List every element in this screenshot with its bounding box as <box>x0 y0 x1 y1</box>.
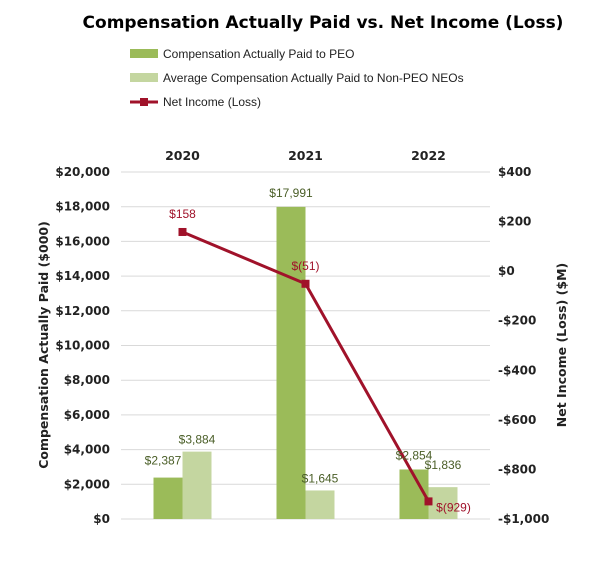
y2-tick-label: -$400 <box>498 363 536 377</box>
net-income-marker <box>178 227 187 236</box>
legend-swatch-peo <box>130 49 158 58</box>
y-tick-label: $18,000 <box>55 200 110 214</box>
legend-label-net-income: Net Income (Loss) <box>163 95 261 109</box>
legend-label-neo: Average Compensation Actually Paid to No… <box>163 71 464 85</box>
net-income-marker <box>424 497 433 506</box>
legend-swatch-neo <box>130 73 158 82</box>
y-tick-label: $4,000 <box>64 443 110 457</box>
net-income-marker <box>301 279 310 288</box>
data-label-neo: $1,836 <box>425 458 462 472</box>
y-tick-label: $10,000 <box>55 339 110 353</box>
y2-axis-label: Net Income (Loss) ($M) <box>554 263 569 427</box>
y-tick-label: $0 <box>93 512 110 526</box>
legend: Compensation Actually Paid to PEO Averag… <box>130 47 464 109</box>
y2-tick-label: $200 <box>498 215 531 229</box>
data-label-peo: $2,387 <box>145 454 182 468</box>
chart-title: Compensation Actually Paid vs. Net Incom… <box>83 13 564 33</box>
data-label-neo: $3,884 <box>179 433 216 447</box>
y2-tick-label: $400 <box>498 165 531 179</box>
data-label-peo: $2,854 <box>396 448 433 462</box>
y-tick-label: $12,000 <box>55 304 110 318</box>
y-tick-label: $6,000 <box>64 408 110 422</box>
y2-tick-label: -$1,000 <box>498 512 549 526</box>
bar-neo <box>182 451 212 519</box>
bar-neo <box>428 487 458 519</box>
data-label-net-income: $158 <box>169 207 196 221</box>
y2-tick-label: -$200 <box>498 314 536 328</box>
legend-marker-net-income <box>140 98 148 106</box>
category-label: 2020 <box>165 148 200 163</box>
bar-peo <box>153 477 183 519</box>
y-tick-label: $14,000 <box>55 269 110 283</box>
y-tick-label: $20,000 <box>55 165 110 179</box>
y-tick-label: $16,000 <box>55 234 110 248</box>
data-label-net-income: $(929) <box>436 500 471 514</box>
y-tick-label: $8,000 <box>64 373 110 387</box>
bar-neo <box>305 490 335 519</box>
data-label-peo: $17,991 <box>269 186 313 200</box>
y2-tick-label: -$600 <box>498 413 536 427</box>
data-label-neo: $1,645 <box>302 471 339 485</box>
y-tick-label: $2,000 <box>64 477 110 491</box>
y2-tick-label: -$800 <box>498 462 536 476</box>
category-label: 2022 <box>411 148 446 163</box>
bar-peo <box>276 206 306 520</box>
legend-label-peo: Compensation Actually Paid to PEO <box>163 47 354 61</box>
y2-tick-label: $0 <box>498 264 515 278</box>
category-label: 2021 <box>288 148 323 163</box>
y-axis-label: Compensation Actually Paid ($000) <box>36 221 51 469</box>
data-label-net-income: $(51) <box>291 259 319 273</box>
